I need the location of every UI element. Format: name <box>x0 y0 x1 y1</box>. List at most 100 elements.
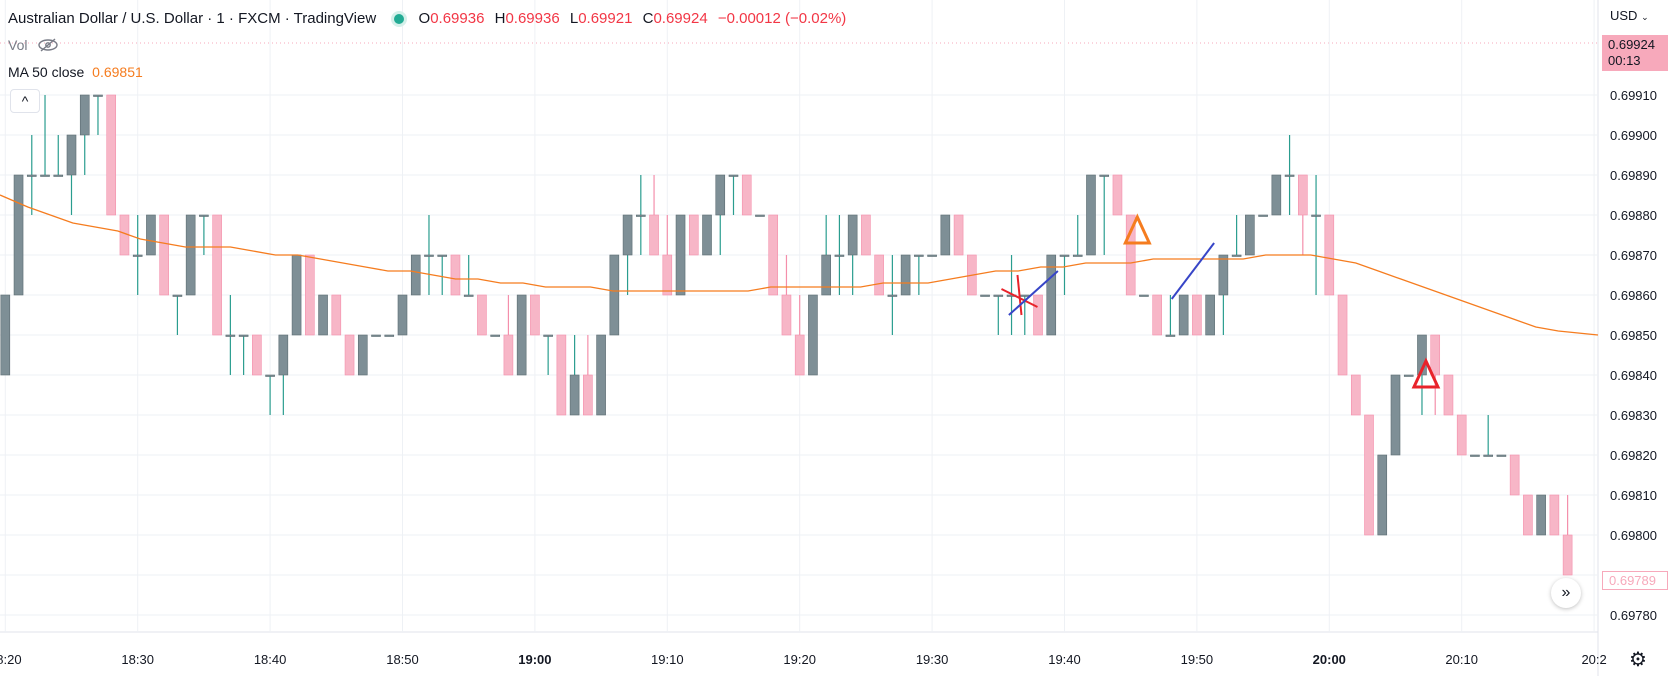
candle-body <box>132 254 143 257</box>
candle-body <box>53 174 64 177</box>
change-value: −0.00012 (−0.02%) <box>717 10 847 27</box>
candle-body <box>1562 534 1573 576</box>
candle-body <box>1125 214 1136 296</box>
candle-body <box>569 374 580 416</box>
candle-body <box>755 214 765 217</box>
candle-body <box>0 294 11 376</box>
orange-triangle-annotation <box>1122 213 1152 245</box>
candle-body <box>768 214 779 296</box>
candle-body <box>450 254 461 296</box>
price-tick-label: 0.69830 <box>1610 408 1657 423</box>
candle-body <box>1390 374 1401 456</box>
candle-body <box>477 294 487 336</box>
candle-body <box>1483 454 1493 457</box>
candle-body <box>1112 174 1123 216</box>
candle-body <box>1443 374 1454 416</box>
low-value: 0.69921 <box>578 10 633 27</box>
candle-body <box>225 334 236 337</box>
price-tick-label: 0.69840 <box>1610 368 1657 383</box>
candle-body <box>13 174 24 296</box>
candle-body <box>649 214 659 256</box>
chart-settings-button[interactable]: ⚙ <box>1626 648 1650 672</box>
time-tick-label: 19:20 <box>783 652 816 667</box>
market-status-icon <box>394 14 405 24</box>
candle-body <box>252 334 262 376</box>
candle-body <box>463 294 474 297</box>
time-tick-label: 19:30 <box>916 652 949 667</box>
candle-body <box>410 254 421 296</box>
candle-body <box>1536 494 1546 536</box>
time-tick-label: 18:20 <box>0 652 22 667</box>
volume-legend[interactable]: Vol <box>8 37 59 53</box>
symbol-title[interactable]: Australian Dollar / U.S. Dollar · 1 · FX… <box>8 10 377 27</box>
blue-trendline-annotation <box>1170 242 1215 300</box>
collapse-legend-button[interactable]: ^ <box>10 89 40 113</box>
candle-body <box>106 94 117 216</box>
candle-body <box>794 334 805 376</box>
candle-body <box>688 214 699 256</box>
scroll-to-realtime-button[interactable]: » <box>1551 578 1581 608</box>
candle-body <box>596 334 606 416</box>
price-tick-label: 0.69870 <box>1610 248 1657 263</box>
bar-countdown: 00:13 <box>1608 53 1641 68</box>
candle-body <box>1377 454 1388 536</box>
gear-icon: ⚙ <box>1629 649 1647 671</box>
candle-body <box>238 334 249 337</box>
open-value: 0.69936 <box>430 10 485 27</box>
candle-body <box>397 294 408 336</box>
candle-body <box>1298 174 1308 216</box>
time-tick-label: 20:00 <box>1313 652 1346 667</box>
price-tick-label: 0.69880 <box>1610 208 1657 223</box>
candle-body <box>834 254 845 257</box>
close-value: 0.69924 <box>653 10 708 27</box>
candle-body <box>1509 454 1520 496</box>
currency-selector[interactable]: USD ⌄ <box>1610 8 1649 23</box>
candle-body <box>1284 174 1295 177</box>
price-tick-label: 0.69860 <box>1610 288 1657 303</box>
candle-body <box>503 334 514 376</box>
candle-body <box>1218 254 1229 296</box>
candle-body <box>1165 334 1176 337</box>
candle-body <box>543 334 553 337</box>
last-price-label: 0.69789 <box>1602 571 1668 590</box>
ma-value: 0.69851 <box>92 64 143 80</box>
candle-body <box>1523 494 1533 536</box>
candle-body <box>1139 294 1149 297</box>
candle-body <box>1033 294 1043 336</box>
candle-body <box>808 294 818 376</box>
candle-body <box>1231 254 1242 257</box>
candle-body <box>1258 214 1268 217</box>
blue-trendline-annotation <box>1008 270 1059 316</box>
candle-body <box>741 174 752 216</box>
candle-body <box>675 214 686 296</box>
ma-legend[interactable]: MA 50 close 0.69851 <box>8 64 143 80</box>
open-label: O <box>418 10 431 27</box>
candle-body <box>715 174 726 216</box>
ma-label: MA 50 close <box>8 64 85 80</box>
candle-body <box>927 254 937 257</box>
candle-body <box>199 214 209 217</box>
price-tick-label: 0.69890 <box>1610 168 1657 183</box>
price-tick-label: 0.69800 <box>1610 528 1657 543</box>
candle-body <box>265 374 275 377</box>
candle-body <box>940 214 951 256</box>
candle-body <box>344 334 355 376</box>
candle-body <box>914 254 924 257</box>
time-tick-label: 18:30 <box>121 652 154 667</box>
price-tick-label: 0.69850 <box>1610 328 1657 343</box>
candle-body <box>662 254 673 296</box>
time-tick-label: 19:00 <box>518 652 551 667</box>
eye-hidden-icon[interactable] <box>37 38 59 52</box>
time-tick-label: 20:10 <box>1445 652 1478 667</box>
chevron-up-icon: ^ <box>21 93 29 109</box>
candle-body <box>636 214 646 217</box>
last-price-value: 0.69789 <box>1609 573 1656 588</box>
candle-body <box>900 254 911 296</box>
candle-body <box>305 254 315 336</box>
candle-body <box>821 254 831 296</box>
candle-body <box>993 294 1004 297</box>
candle-body <box>291 254 302 336</box>
price-tick-label: 0.69780 <box>1610 608 1657 623</box>
candle-body <box>847 214 858 256</box>
